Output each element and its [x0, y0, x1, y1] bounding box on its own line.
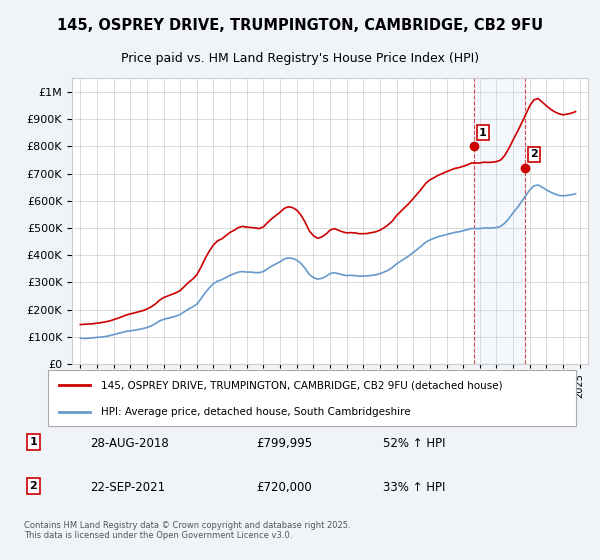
Text: 145, OSPREY DRIVE, TRUMPINGTON, CAMBRIDGE, CB2 9FU: 145, OSPREY DRIVE, TRUMPINGTON, CAMBRIDG…	[57, 18, 543, 33]
Text: 33% ↑ HPI: 33% ↑ HPI	[383, 481, 445, 494]
Bar	[474, 78, 525, 364]
Text: 28-AUG-2018: 28-AUG-2018	[90, 437, 169, 450]
Text: 1: 1	[29, 437, 37, 447]
Text: £720,000: £720,000	[256, 481, 311, 494]
Text: 145, OSPREY DRIVE, TRUMPINGTON, CAMBRIDGE, CB2 9FU (detached house): 145, OSPREY DRIVE, TRUMPINGTON, CAMBRIDG…	[101, 380, 502, 390]
Text: 1: 1	[479, 128, 487, 138]
Text: Contains HM Land Registry data © Crown copyright and database right 2025.
This d: Contains HM Land Registry data © Crown c…	[24, 521, 350, 540]
Text: 2: 2	[530, 150, 538, 159]
Text: £799,995: £799,995	[256, 437, 312, 450]
Text: Price paid vs. HM Land Registry's House Price Index (HPI): Price paid vs. HM Land Registry's House …	[121, 53, 479, 66]
Text: 52% ↑ HPI: 52% ↑ HPI	[383, 437, 445, 450]
Text: 2: 2	[29, 481, 37, 491]
Text: 22-SEP-2021: 22-SEP-2021	[90, 481, 166, 494]
FancyBboxPatch shape	[48, 370, 576, 426]
Text: HPI: Average price, detached house, South Cambridgeshire: HPI: Average price, detached house, Sout…	[101, 407, 410, 417]
